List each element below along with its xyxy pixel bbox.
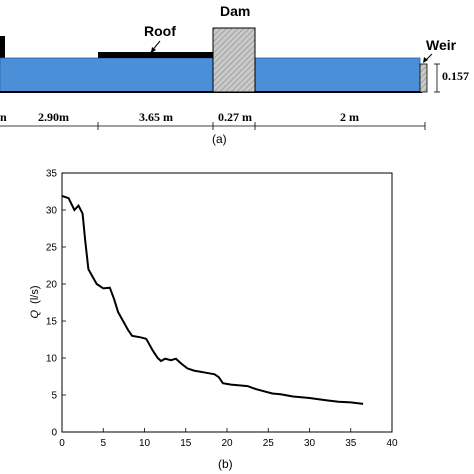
x-tick-label: 30 [304, 438, 316, 449]
discharge-series-line [61, 194, 364, 405]
y-axis-ticks: 0 5 10 15 20 25 30 35 [46, 169, 66, 439]
weir-height-label: 0.157 [442, 69, 469, 83]
y-tick-label: 30 [46, 206, 58, 217]
plot-frame [61, 172, 393, 433]
dimension-label: 0.27 m [218, 110, 252, 124]
weir-arrowhead [423, 57, 428, 63]
y-tick-label: 35 [46, 169, 58, 180]
y-tick-label: 25 [46, 243, 58, 254]
x-tick-label: 20 [221, 438, 233, 449]
x-axis-ticks: 0 5 10 15 20 25 30 35 40 [59, 428, 398, 449]
x-tick-label: 5 [100, 438, 106, 449]
left-wall [0, 36, 5, 60]
panel-a-schematic: Roof Dam Weir 0.157 n 2.90m 3.65 m 0.27 [0, 3, 469, 146]
dam-label: Dam [220, 3, 250, 19]
x-tick-label: 15 [180, 438, 192, 449]
dimension-label: 2 m [340, 110, 359, 124]
x-tick-label: 10 [139, 438, 151, 449]
x-tick-label: 25 [263, 438, 275, 449]
x-tick-label: 40 [386, 438, 398, 449]
y-axis-label-symbol: Q [29, 309, 41, 318]
y-tick-label: 5 [51, 391, 57, 402]
water-channel [0, 57, 421, 93]
y-tick-label: 20 [46, 280, 58, 291]
x-tick-label: 0 [59, 438, 65, 449]
dam-block [212, 27, 256, 93]
weir-plate [419, 63, 428, 93]
y-axis-label-unit: (l/s) [29, 286, 41, 304]
roof-label: Roof [144, 23, 176, 39]
roof-bar [98, 52, 213, 58]
dimension-label: 3.65 m [139, 110, 173, 124]
y-tick-label: 15 [46, 317, 58, 328]
roof-arrowhead [151, 47, 156, 53]
y-tick-label: 0 [51, 428, 57, 439]
x-tick-label: 35 [345, 438, 357, 449]
y-axis-label: Q (l/s) [29, 286, 41, 319]
dimension-label: 2.90m [38, 110, 69, 124]
dimension-label: n [0, 110, 7, 124]
panel-a-caption: (a) [212, 132, 227, 146]
panel-b-caption: (b) [218, 457, 233, 471]
weir-label: Weir [426, 37, 457, 53]
y-tick-label: 10 [46, 354, 58, 365]
